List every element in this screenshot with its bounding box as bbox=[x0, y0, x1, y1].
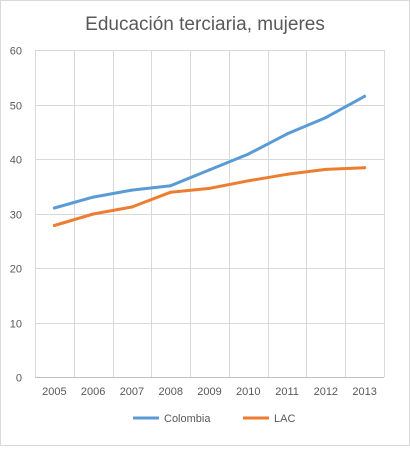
gridlines bbox=[35, 50, 385, 378]
data-point-lac bbox=[91, 212, 95, 216]
x-tick-label: 2010 bbox=[236, 386, 260, 398]
legend: Colombia LAC bbox=[133, 413, 295, 425]
data-point-lac bbox=[363, 166, 367, 170]
y-tick-label: 40 bbox=[10, 155, 22, 167]
y-tick-label: 60 bbox=[10, 46, 22, 58]
x-tick-label: 2006 bbox=[81, 386, 105, 398]
y-tick-label: 20 bbox=[10, 264, 22, 276]
data-point-colombia bbox=[285, 132, 289, 136]
x-tick-label: 2008 bbox=[158, 386, 182, 398]
data-point-colombia bbox=[52, 206, 56, 210]
legend-label-colombia: Colombia bbox=[164, 413, 211, 425]
x-tick-label: 2013 bbox=[352, 386, 376, 398]
data-point-colombia bbox=[208, 168, 211, 172]
data-point-lac bbox=[324, 167, 328, 171]
y-tick-label: 30 bbox=[10, 210, 22, 222]
x-tick-label: 2009 bbox=[197, 386, 221, 398]
legend-label-lac: LAC bbox=[274, 413, 295, 425]
x-tick-label: 2011 bbox=[275, 386, 299, 398]
data-point-lac bbox=[52, 224, 56, 227]
x-tick-label: 2012 bbox=[314, 386, 338, 398]
data-point-lac bbox=[246, 179, 250, 183]
x-tick-label: 2007 bbox=[120, 386, 144, 398]
data-point-lac bbox=[130, 205, 134, 209]
data-point-lac bbox=[208, 186, 211, 190]
data-point-colombia bbox=[130, 188, 134, 192]
data-point-lac bbox=[169, 190, 173, 194]
data-point-colombia bbox=[91, 195, 95, 199]
data-point-colombia bbox=[363, 94, 367, 98]
chart-title: Educación terciaria, mujeres bbox=[85, 14, 325, 35]
series-lines bbox=[52, 94, 367, 227]
x-tick-label: 2005 bbox=[42, 386, 66, 398]
y-tick-label: 50 bbox=[10, 101, 22, 113]
data-point-colombia bbox=[169, 184, 173, 188]
data-point-colombia bbox=[246, 152, 250, 156]
data-point-colombia bbox=[324, 116, 328, 120]
y-tick-label: 0 bbox=[16, 373, 22, 385]
data-point-lac bbox=[285, 172, 289, 176]
y-tick-label: 10 bbox=[10, 319, 22, 331]
